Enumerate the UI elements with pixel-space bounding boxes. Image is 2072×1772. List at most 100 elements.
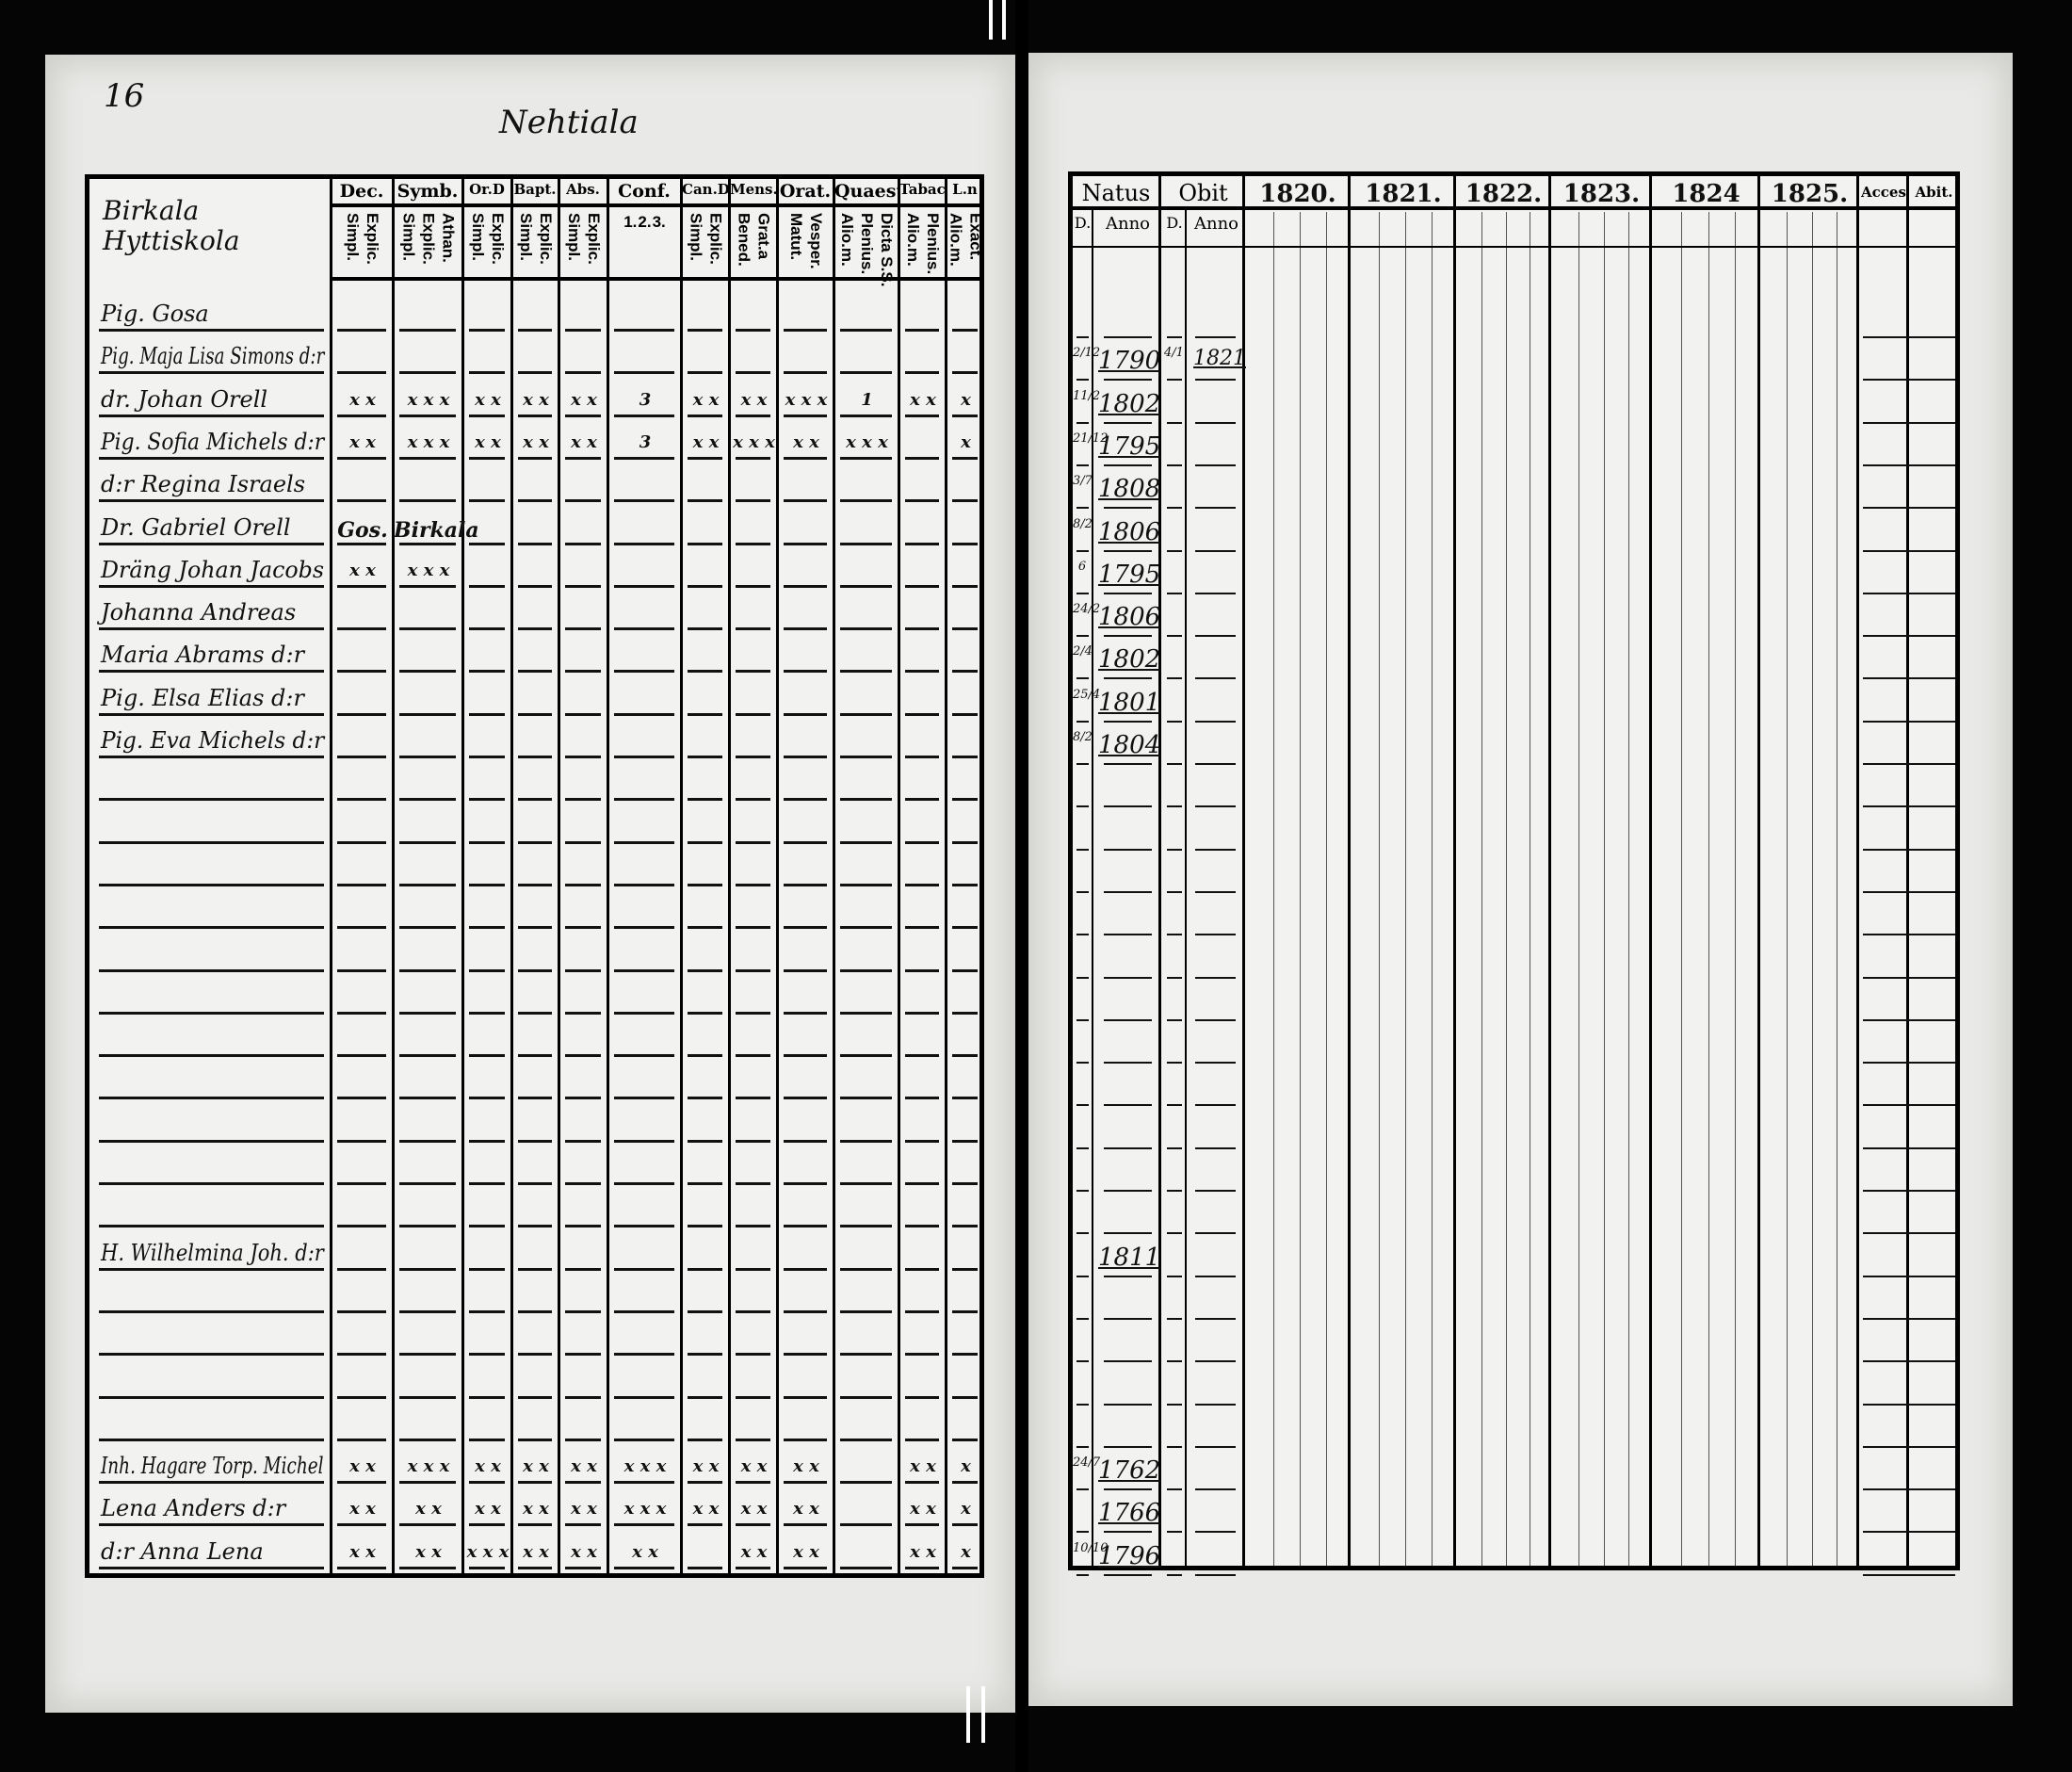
- cell-line: [1076, 1445, 1089, 1448]
- cell-line: [1863, 1403, 1955, 1406]
- cell-line: [1863, 1488, 1955, 1491]
- cell-line: [337, 627, 386, 631]
- cell-line: [565, 542, 601, 545]
- cell-line: [518, 1011, 552, 1015]
- cell-line: [952, 756, 978, 758]
- birth-year: 1806: [1098, 603, 1161, 632]
- cell-line: [1104, 1104, 1152, 1107]
- cell-line: [784, 670, 827, 674]
- cell-line: [399, 840, 456, 844]
- catechism-mark: x x: [475, 431, 501, 452]
- cell-line: [565, 1011, 601, 1015]
- cell-line: [1076, 1146, 1089, 1149]
- birth-day: 10/10: [1073, 1540, 1109, 1555]
- cell-line: [614, 1395, 674, 1399]
- cell-line: [518, 883, 552, 886]
- catechism-mark: x x: [349, 1541, 376, 1562]
- cell-line: [469, 968, 505, 972]
- cell-line: [1167, 677, 1182, 680]
- cell-line: [784, 499, 827, 503]
- cell-line: [688, 584, 722, 588]
- cell-line: [688, 1438, 722, 1441]
- catechism-mark: x x: [740, 389, 768, 410]
- person-name: Pig. Sofia Michels d:r: [101, 428, 325, 455]
- cell-line: [688, 1182, 722, 1185]
- row-line: [99, 712, 324, 716]
- cell-line: [905, 840, 939, 844]
- catechism-mark: x x: [740, 1541, 768, 1562]
- book-spine: [1015, 0, 1028, 1772]
- cell-line: [1076, 720, 1089, 723]
- cell-line: [688, 968, 722, 972]
- cell-line: [736, 1054, 770, 1058]
- cell-line: [614, 542, 674, 545]
- row-line: [99, 414, 324, 417]
- catechism-mark: x x x: [407, 431, 450, 452]
- row-line: [99, 1011, 324, 1015]
- birth-year: 1804: [1098, 731, 1161, 759]
- cell-line: [337, 542, 386, 545]
- cell-line: [952, 1566, 978, 1569]
- column-divider: [607, 179, 609, 1573]
- cell-line: [1863, 1018, 1955, 1021]
- year-subcolumn-line: [1603, 212, 1605, 1566]
- year-subcolumn-line: [1735, 212, 1737, 1566]
- catechism-mark: x x: [415, 1499, 442, 1520]
- obit-year-header: Anno: [1193, 214, 1239, 234]
- year-subcolumn-line: [1326, 212, 1327, 1566]
- row-line: [99, 883, 324, 886]
- cell-line: [784, 1225, 827, 1228]
- cell-line: [614, 329, 674, 332]
- cell-line: [469, 1395, 505, 1399]
- cell-line: [337, 670, 386, 674]
- row-line: [99, 968, 324, 972]
- row-line: [99, 1225, 324, 1228]
- cell-line: [784, 627, 827, 631]
- cell-line: [614, 1182, 674, 1185]
- cell-line: [905, 1523, 939, 1527]
- natus-day-header: D.: [1074, 214, 1092, 232]
- cell-line: [905, 499, 939, 503]
- cell-line: [1104, 848, 1152, 851]
- column-subheader-label: Alio.m.: [838, 213, 856, 267]
- cell-line: [469, 499, 505, 503]
- cell-line: [518, 1395, 552, 1399]
- catechism-mark: x x: [349, 431, 376, 452]
- cell-line: [469, 1353, 505, 1357]
- cell-line: [840, 1438, 892, 1441]
- cell-line: [952, 1097, 978, 1100]
- cell-line: [469, 1182, 505, 1185]
- catechism-mark: 3: [639, 431, 652, 452]
- abiit-header: Abit.: [1915, 184, 1953, 201]
- birth-year: 1802: [1098, 645, 1161, 675]
- cell-line: [905, 670, 939, 674]
- column-subheader: Bened. Grat.a: [731, 213, 776, 279]
- cell-line: [736, 1011, 770, 1015]
- cell-line: [399, 456, 456, 460]
- cell-line: [736, 1097, 770, 1100]
- birth-day: 24/7: [1073, 1455, 1101, 1471]
- cell-line: [1167, 421, 1182, 424]
- cell-line: [688, 1011, 722, 1015]
- cell-line: [565, 1182, 601, 1185]
- catechism-mark: x x: [793, 1456, 819, 1477]
- cell-line: [565, 1438, 601, 1441]
- cell-line: [469, 414, 505, 417]
- row-line: [99, 1054, 324, 1058]
- cell-line: [784, 414, 827, 417]
- catechism-mark: x: [961, 389, 971, 410]
- cell-line: [399, 584, 456, 588]
- cell-line: [840, 1097, 892, 1100]
- cell-line: [399, 542, 456, 545]
- cell-line: [1195, 421, 1236, 424]
- cell-line: [518, 926, 552, 930]
- column-subheader-label: Alio.m.: [947, 213, 965, 267]
- cell-line: [337, 1523, 386, 1527]
- cell-line: [337, 1011, 386, 1015]
- row-line: [99, 456, 324, 460]
- column-divider: [461, 179, 464, 1573]
- scan-marker: [966, 1686, 970, 1743]
- cell-line: [952, 1353, 978, 1357]
- cell-line: [399, 1225, 456, 1228]
- cell-line: [1167, 1531, 1182, 1534]
